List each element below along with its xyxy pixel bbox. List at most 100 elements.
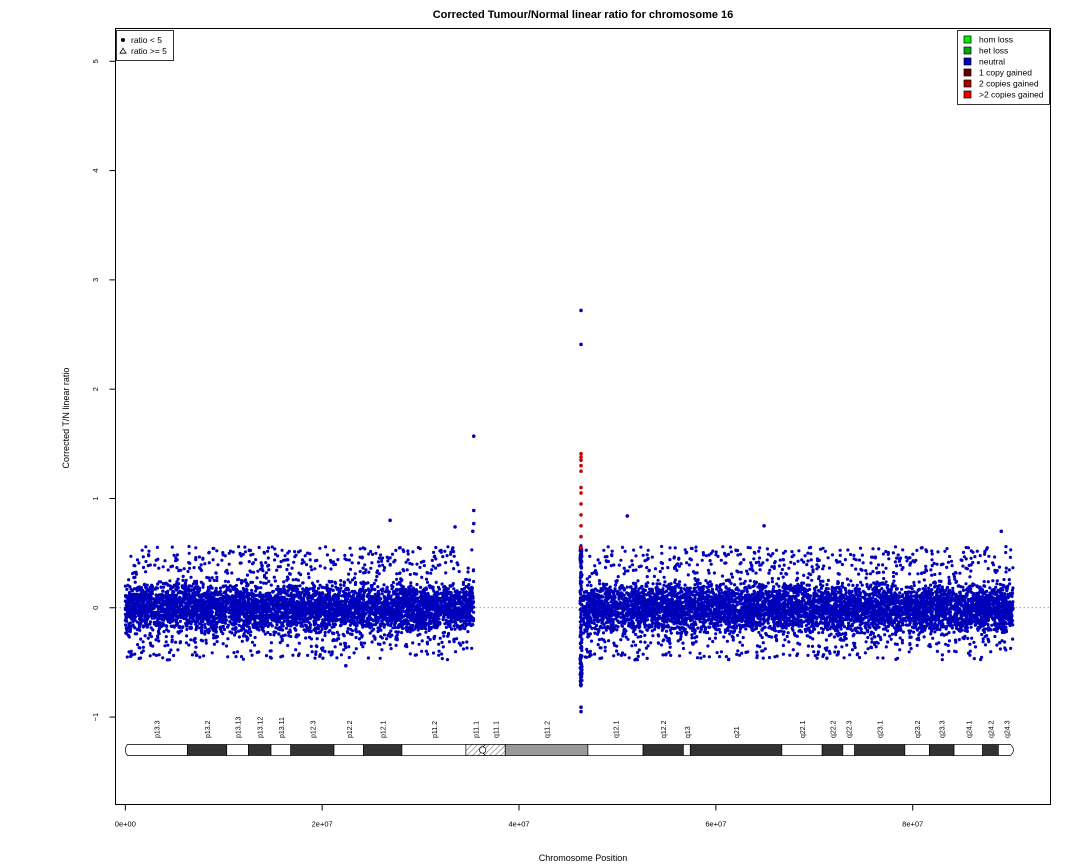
data-point — [342, 580, 346, 584]
data-point — [316, 627, 320, 631]
data-point — [382, 617, 386, 621]
data-point — [307, 603, 311, 607]
data-point — [184, 578, 188, 582]
data-point — [361, 597, 365, 601]
data-point — [323, 597, 327, 601]
data-point — [228, 584, 232, 588]
data-point — [363, 590, 367, 594]
data-point — [137, 605, 142, 609]
data-point — [384, 613, 388, 617]
data-point — [275, 600, 279, 604]
data-point — [426, 605, 430, 610]
data-point — [255, 587, 259, 591]
data-point — [282, 580, 286, 584]
data-point — [456, 610, 460, 614]
data-point — [221, 642, 225, 646]
data-point — [410, 600, 414, 604]
data-point — [159, 608, 163, 612]
data-point — [287, 611, 291, 615]
data-point — [223, 591, 227, 595]
data-point — [124, 603, 128, 607]
data-point — [246, 599, 250, 603]
data-point — [128, 629, 132, 634]
data-point — [343, 598, 347, 602]
data-point — [350, 603, 354, 607]
data-point — [439, 612, 443, 616]
data-point — [452, 587, 456, 591]
data-point — [173, 604, 177, 608]
data-point — [472, 610, 476, 614]
data-point — [318, 597, 322, 601]
data-point — [424, 592, 428, 597]
data-point — [347, 572, 351, 576]
data-point — [401, 626, 405, 630]
data-point — [189, 575, 193, 579]
data-point — [323, 633, 327, 638]
data-point — [225, 587, 229, 591]
data-point — [467, 583, 471, 587]
data-point — [462, 606, 466, 610]
data-point — [284, 626, 288, 630]
data-point — [128, 613, 132, 617]
data-point — [386, 633, 390, 638]
data-point — [241, 611, 245, 616]
data-point — [211, 595, 215, 599]
data-point — [291, 600, 295, 605]
data-point — [215, 607, 219, 611]
data-point — [132, 576, 136, 580]
data-point — [343, 612, 347, 616]
data-point — [394, 593, 399, 597]
data-point — [424, 630, 428, 634]
data-point — [152, 611, 156, 615]
data-point — [156, 582, 160, 586]
data-point — [358, 569, 362, 574]
data-point — [305, 610, 309, 614]
data-point — [299, 573, 303, 577]
data-point — [207, 576, 211, 580]
data-point — [176, 648, 180, 652]
y-tick-label: 3 — [91, 278, 100, 282]
data-point — [449, 591, 453, 596]
data-point — [365, 617, 369, 621]
data-point — [140, 600, 144, 605]
data-point — [420, 575, 424, 580]
data-point — [259, 617, 263, 621]
data-point — [470, 586, 474, 590]
data-point — [159, 585, 163, 589]
data-point — [205, 603, 209, 608]
x-axis-label: Chromosome Position — [539, 853, 628, 863]
data-point — [375, 574, 379, 579]
data-point — [269, 583, 273, 587]
data-point — [408, 590, 412, 595]
data-point — [446, 602, 450, 606]
data-point — [238, 597, 242, 601]
data-point — [223, 620, 227, 625]
data-point — [301, 581, 305, 585]
data-point — [437, 597, 441, 602]
data-point — [347, 607, 351, 612]
data-point — [443, 600, 447, 604]
data-point — [355, 623, 359, 628]
data-point — [305, 592, 309, 596]
data-point — [267, 606, 272, 610]
data-point — [214, 621, 218, 625]
data-point — [272, 630, 276, 634]
data-point — [155, 595, 159, 600]
data-point — [171, 609, 175, 613]
data-point — [123, 618, 127, 622]
data-point — [127, 578, 131, 582]
data-point — [408, 652, 412, 656]
data-point — [270, 598, 274, 602]
data-point — [207, 616, 212, 620]
data-point — [262, 573, 267, 578]
data-point — [291, 597, 295, 601]
data-point — [205, 594, 209, 598]
data-point — [207, 631, 211, 635]
data-point — [229, 621, 233, 625]
data-point — [444, 589, 449, 593]
data-point — [325, 625, 329, 630]
data-point — [338, 589, 342, 593]
data-point — [442, 630, 447, 635]
data-point — [346, 627, 350, 631]
data-point — [435, 617, 439, 622]
